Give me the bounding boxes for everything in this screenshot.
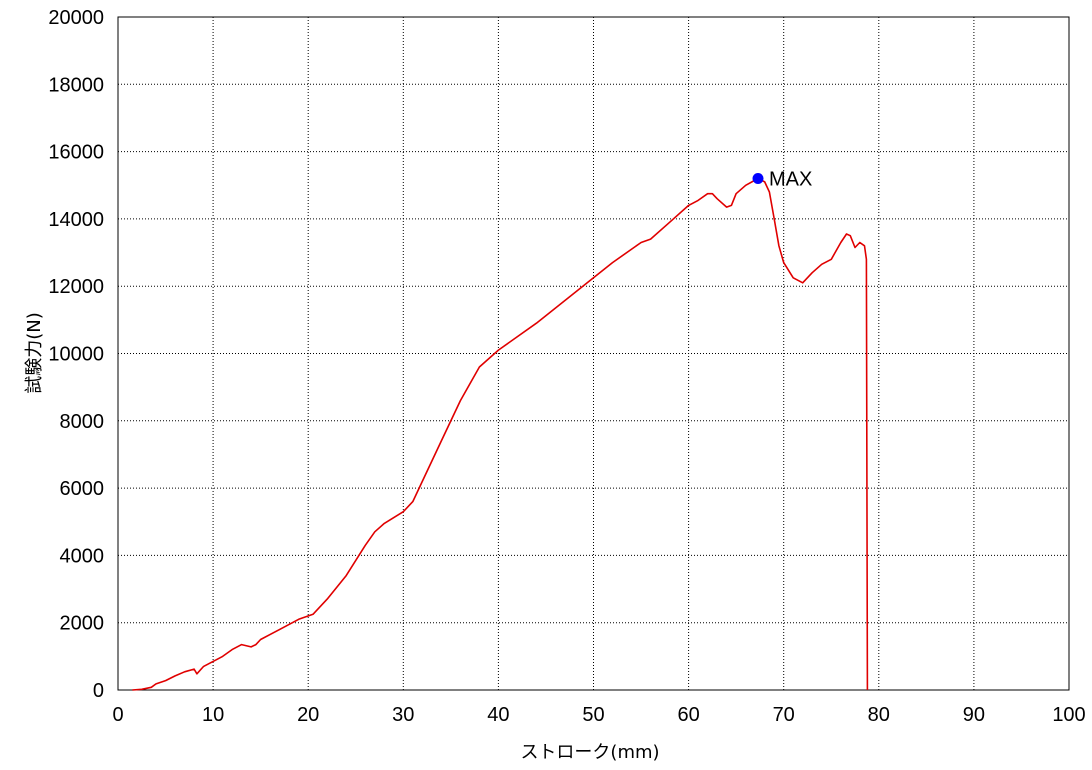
x-tick-label: 0 <box>112 704 123 726</box>
series-line <box>132 177 869 691</box>
y-axis-ticks: 0 2000 4000 6000 8000 10000 12000 14000 16000 180… <box>48 7 104 702</box>
x-tick-label: 50 <box>582 704 604 726</box>
x-tick-label: 60 <box>677 704 699 726</box>
y-tick-label: 18000 <box>48 74 104 96</box>
x-tick-label: 30 <box>392 704 414 726</box>
x-axis-ticks: 0 10 20 30 40 50 60 70 80 90 100 <box>112 704 1085 726</box>
x-tick-label: 90 <box>963 704 985 726</box>
y-tick-label: 6000 <box>60 478 105 500</box>
x-tick-label: 20 <box>297 704 319 726</box>
y-tick-label: 10000 <box>48 344 104 366</box>
y-tick-label: 12000 <box>48 276 104 298</box>
annotation-group: MAX <box>752 169 812 191</box>
grid <box>118 17 1069 690</box>
x-tick-label: 40 <box>487 704 509 726</box>
x-axis-title: ストローク(mm) <box>520 742 659 763</box>
y-axis-title: 試験力(N) <box>24 312 45 394</box>
y-tick-label: 8000 <box>60 411 105 433</box>
y-tick-label: 20000 <box>48 7 104 29</box>
plot-frame <box>117 16 1070 691</box>
x-tick-label: 10 <box>202 704 224 726</box>
x-tick-label: 80 <box>868 704 890 726</box>
y-tick-label: 0 <box>93 680 104 702</box>
y-tick-label: 16000 <box>48 142 104 164</box>
series-group <box>132 177 869 691</box>
y-tick-label: 2000 <box>60 613 105 635</box>
y-tick-label: 14000 <box>48 209 104 231</box>
x-tick-label: 100 <box>1052 704 1085 726</box>
max-point-label: MAX <box>769 169 812 191</box>
y-tick-label: 4000 <box>60 545 105 567</box>
max-point-marker <box>752 173 764 185</box>
x-tick-label: 70 <box>773 704 795 726</box>
